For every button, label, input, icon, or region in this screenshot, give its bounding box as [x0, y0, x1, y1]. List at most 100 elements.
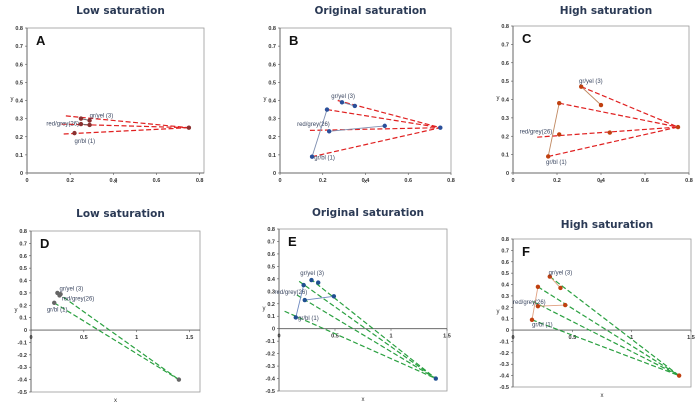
- y-axis-label: y: [263, 306, 266, 312]
- solid-segment: [341, 101, 355, 107]
- y-tick-label: -0.1: [266, 339, 275, 345]
- y-tick-label: -0.3: [18, 365, 27, 371]
- y-tick-label: 0.4: [15, 99, 24, 105]
- y-tick-label: 0.5: [501, 271, 509, 277]
- convergence-point: [176, 377, 182, 382]
- data-point: [324, 107, 330, 112]
- data-point: [302, 297, 307, 303]
- y-axis-label: y: [497, 309, 500, 315]
- panel-c: High saturation 0 0.1 0.2 0.3 0.4 0.5 0.6 0.7 0.8…: [497, 5, 693, 185]
- y-tick-label: 0.1: [501, 317, 509, 323]
- x-tick-label: 0.8: [196, 178, 204, 184]
- data-point: [52, 300, 57, 306]
- panel-a: Low saturation 0 0.1 0.2 0.3 0.4 0.5 0.6 0.7 0.8 0…: [11, 5, 205, 185]
- x-tick-label: 0.6: [641, 178, 649, 184]
- y-tick-label: 0.5: [15, 80, 23, 86]
- panel-title: Original saturation: [312, 207, 424, 219]
- point-annotation: gr/bl (1): [74, 139, 95, 145]
- x-tick-label: 0.5: [80, 335, 88, 341]
- point-annotation: gr/yel (3): [549, 270, 573, 276]
- plot-frame: [26, 27, 205, 174]
- y-tick-label: 0.8: [501, 237, 509, 243]
- x-tick-label: 1: [389, 334, 392, 340]
- y-tick-label: 0.1: [501, 153, 509, 159]
- solid-segment: [329, 125, 385, 132]
- point-annotation: gr/yel (3): [579, 79, 603, 85]
- y-tick-label: 0.4: [267, 277, 276, 283]
- data-point: [547, 274, 552, 279]
- point-annotation: red/grey(26): [46, 122, 79, 128]
- dashed-line: [63, 127, 189, 135]
- panel-title: High saturation: [561, 219, 653, 231]
- x-tick-label: 0: [278, 178, 281, 184]
- convergence-point: [675, 124, 681, 130]
- data-point: [557, 100, 562, 106]
- x-axis-label: x: [601, 393, 604, 399]
- x-tick-label: 0.8: [685, 178, 693, 184]
- point-annotation: gr/bl (1): [298, 316, 319, 322]
- dashed-line: [309, 127, 441, 132]
- y-tick-label: 0.3: [15, 117, 23, 123]
- data-point: [309, 277, 314, 283]
- panel-letter: B: [289, 33, 298, 48]
- x-tick-label: 1.5: [687, 335, 695, 341]
- data-point: [87, 118, 92, 123]
- data-point: [293, 315, 298, 320]
- data-point: [78, 116, 84, 121]
- panel-d: Low saturation-0.5-0.4-0.3-0.2-0.100.10.…: [15, 208, 201, 402]
- y-tick-label: 0.8: [19, 229, 27, 235]
- y-tick-label: 0.2: [501, 134, 509, 140]
- panel-letter: C: [522, 31, 532, 46]
- y-tick-label: 0.8: [501, 24, 509, 30]
- data-point: [563, 302, 568, 308]
- x-axis-label: x: [114, 179, 117, 185]
- solid-segment: [531, 286, 539, 320]
- data-point: [558, 285, 563, 291]
- x-tick-label: 0.4: [110, 178, 119, 184]
- solid-segment: [549, 276, 561, 289]
- y-tick-label: 0: [506, 171, 509, 177]
- y-tick-label: 0.7: [267, 239, 275, 245]
- x-tick-label: 0.5: [569, 335, 577, 341]
- y-tick-label: 0.8: [15, 26, 23, 32]
- y-axis-label: y: [11, 97, 14, 103]
- panel-title: High saturation: [560, 5, 652, 17]
- y-tick-label: 0.5: [501, 79, 509, 85]
- x-tick-label: 0.2: [66, 178, 74, 184]
- y-tick-label: 0.3: [268, 117, 276, 123]
- y-tick-label: 0.8: [268, 26, 276, 32]
- y-tick-label: 0.4: [501, 283, 510, 289]
- point-annotation: gr/bl (1): [532, 323, 553, 329]
- x-tick-label: 0: [511, 178, 514, 184]
- dashed-line: [311, 127, 441, 158]
- dashed-line: [57, 292, 180, 381]
- x-tick-label: 0: [277, 334, 280, 340]
- dashed-line: [326, 108, 441, 129]
- point-annotation: gr/bl (1): [314, 155, 335, 161]
- panel-letter: D: [40, 236, 49, 251]
- y-tick-label: 0.2: [268, 135, 276, 141]
- data-point: [316, 280, 321, 285]
- y-tick-label: 0.1: [15, 153, 23, 159]
- y-tick-label: 0.2: [19, 303, 27, 309]
- y-tick-label: -0.4: [266, 377, 276, 383]
- data-point: [326, 129, 332, 134]
- panel-letter: F: [522, 244, 530, 259]
- y-tick-label: -0.4: [500, 374, 510, 380]
- x-tick-label: 0.6: [153, 178, 161, 184]
- x-tick-label: 1.5: [186, 335, 194, 341]
- x-axis-label: x: [362, 397, 365, 402]
- y-tick-label: 0.3: [19, 291, 27, 297]
- dashed-line: [549, 276, 680, 377]
- data-point: [57, 293, 62, 298]
- y-tick-label: 0.7: [501, 248, 509, 254]
- convergence-point: [438, 125, 443, 130]
- x-tick-label: 1: [135, 335, 138, 341]
- point-annotation: gr/bl (1): [546, 160, 567, 166]
- data-point: [607, 130, 612, 135]
- y-tick-label: 0.6: [268, 62, 276, 68]
- y-tick-label: 0: [24, 328, 27, 334]
- convergence-point: [676, 373, 682, 378]
- y-tick-label: 0.1: [19, 316, 27, 322]
- x-tick-label: 0: [511, 335, 514, 341]
